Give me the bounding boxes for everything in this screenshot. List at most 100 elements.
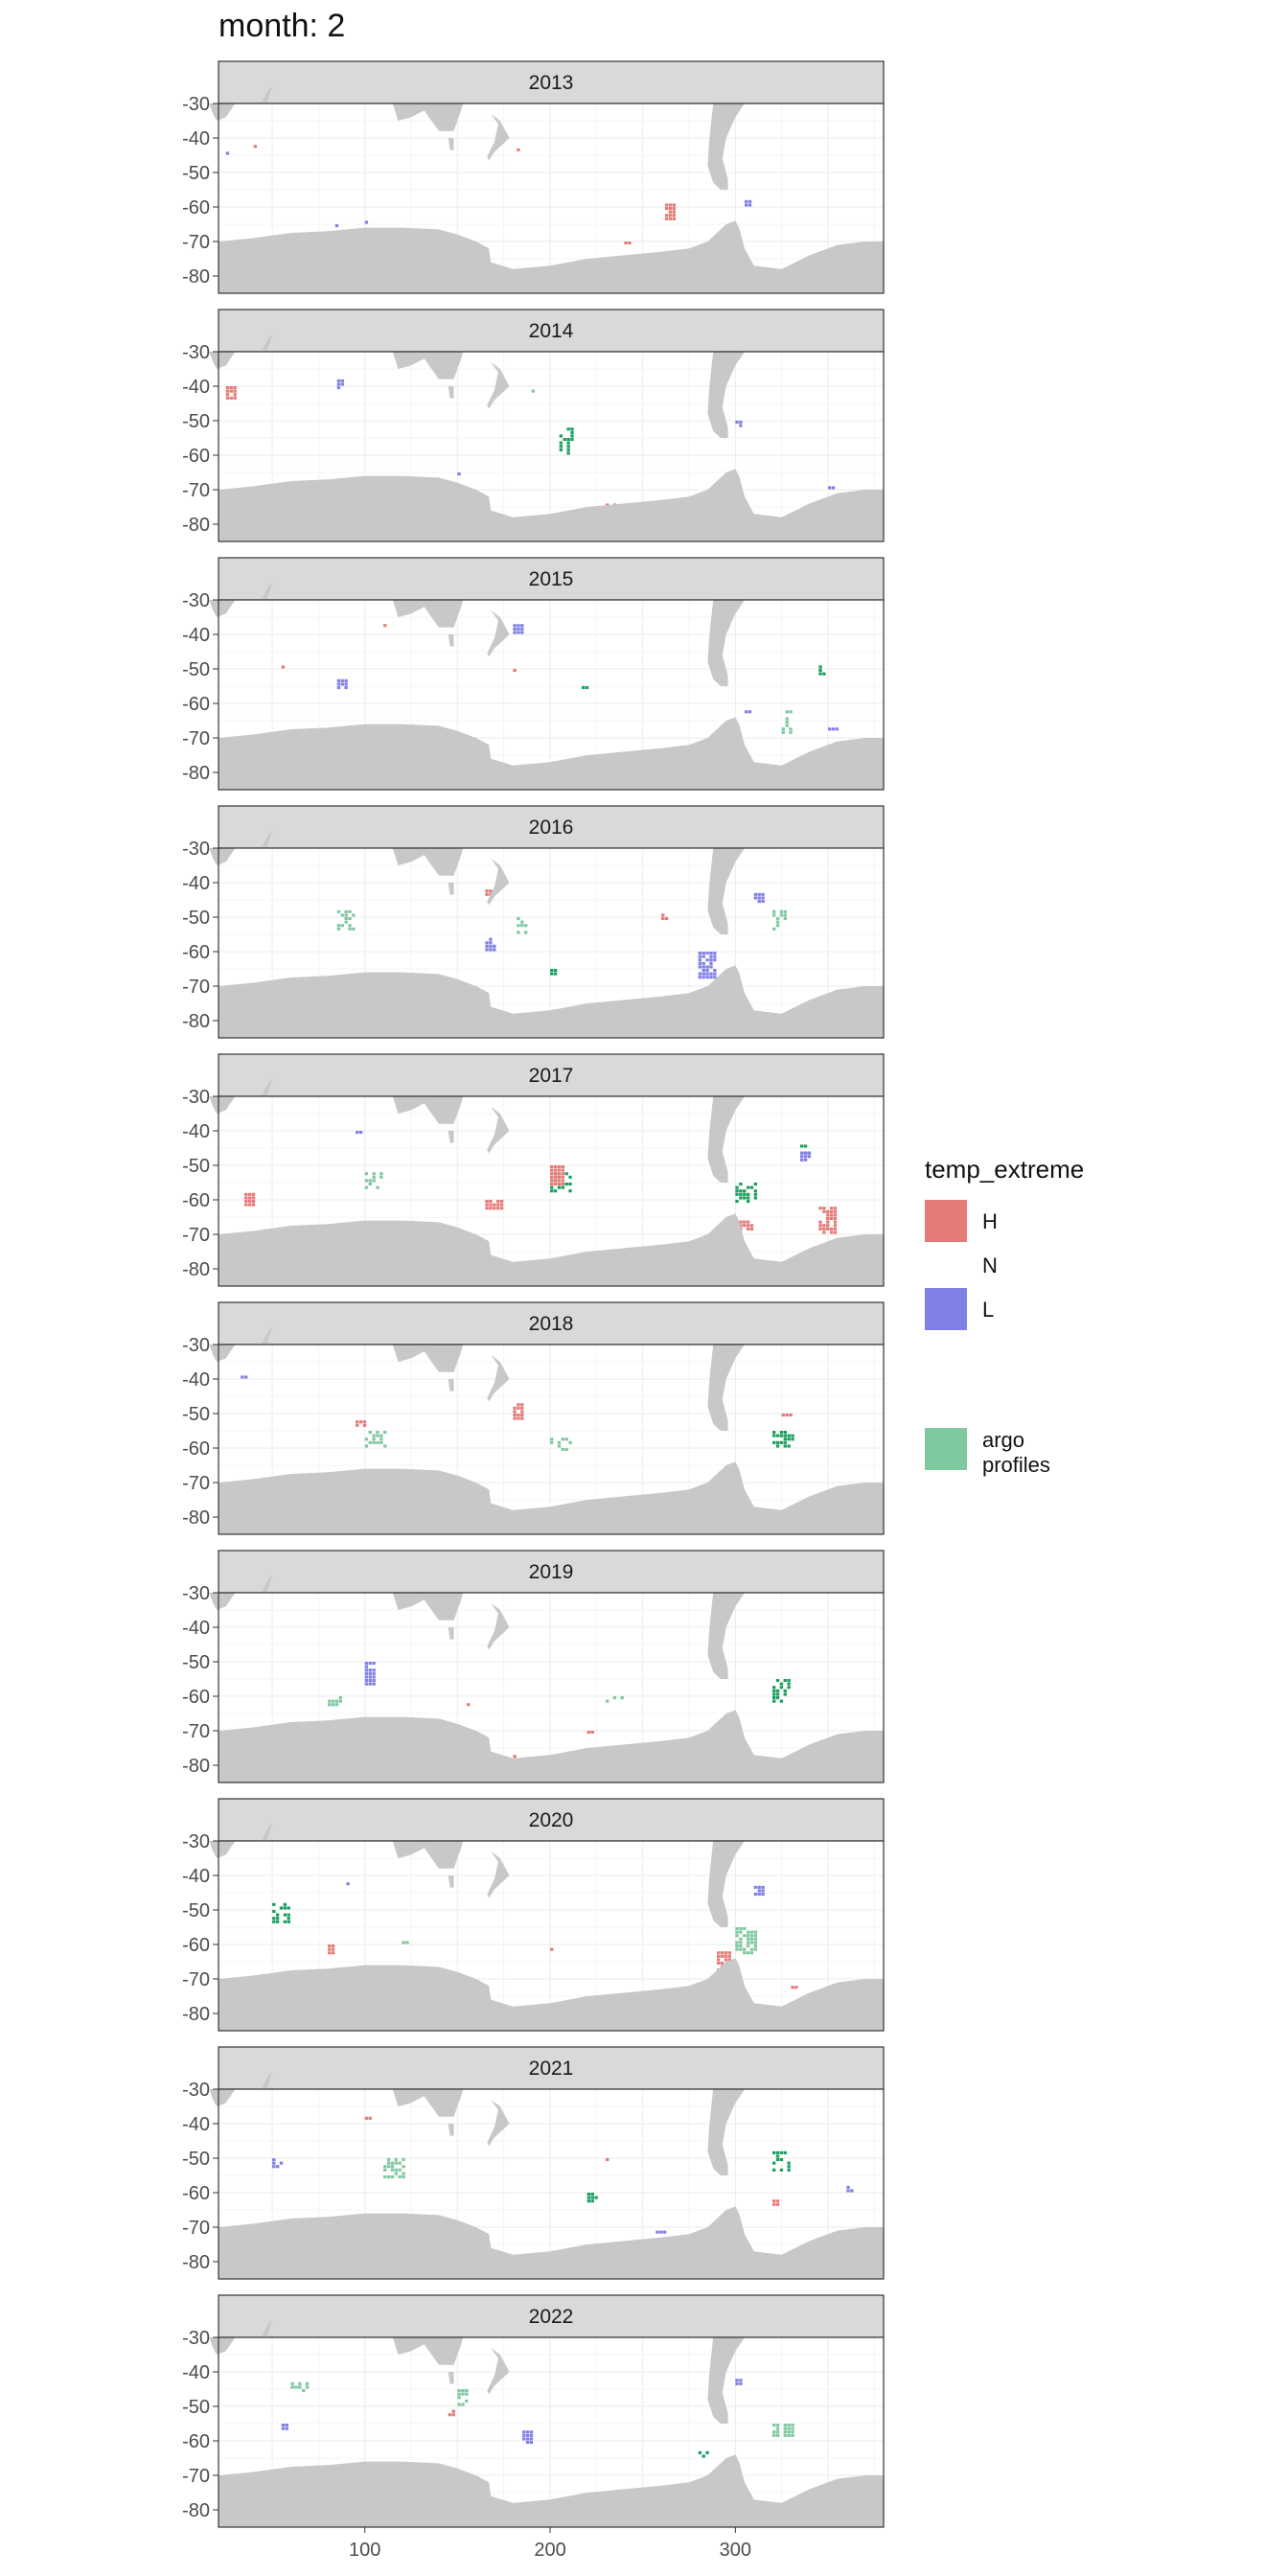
temp-extreme-h-cell (829, 1213, 834, 1217)
legend-label-argo: argo profiles (982, 1428, 1050, 1477)
y-tick-label: -60 (182, 694, 210, 715)
temp-extreme-l-cell (748, 199, 752, 203)
argo-cell (550, 972, 554, 976)
temp-extreme-l-cell (275, 2165, 280, 2169)
temp-extreme-l-cell (336, 382, 341, 386)
facet-strip (218, 309, 885, 353)
facet-strip (218, 557, 885, 601)
argo-cell (344, 917, 348, 921)
temp-extreme-h-cell (520, 1416, 524, 1420)
temp-extreme-h-cell (550, 1172, 554, 1176)
y-tick-label: -50 (182, 2149, 210, 2170)
facet-strip-label: 2014 (529, 320, 574, 342)
legend-key-l (925, 1288, 967, 1330)
argo-cell (566, 448, 570, 451)
panel-border (218, 1095, 885, 1287)
argo-cell (386, 2161, 391, 2165)
land-mass (218, 2454, 884, 2527)
y-tick-label: -40 (182, 128, 210, 150)
temp-extreme-h-cell (743, 1220, 747, 1224)
land-mass (448, 2372, 454, 2384)
argo-cell (561, 1185, 564, 1189)
temp-extreme-l-cell (457, 472, 461, 476)
temp-extreme-h-cell (244, 1203, 248, 1207)
temp-extreme-l-cell (485, 941, 489, 945)
temp-extreme-h-cell (331, 1947, 335, 1951)
argo-cell (563, 438, 566, 442)
argo-cell (283, 1902, 288, 1906)
temp-extreme-h-cell (225, 396, 230, 400)
argo-cell (386, 2165, 391, 2169)
temp-extreme-h-cell (661, 913, 665, 917)
argo-cell (585, 686, 589, 690)
facet-strip-label: 2022 (529, 2306, 574, 2328)
temp-extreme-l-cell (828, 727, 832, 731)
argo-cell (783, 1692, 787, 1696)
argo-cell (372, 1438, 376, 1441)
argo-cell (705, 2450, 709, 2454)
argo-cell (735, 1930, 739, 1934)
temp-extreme-l-cell (485, 948, 489, 952)
temp-extreme-l-cell (517, 631, 520, 634)
y-tick-label: -80 (182, 1756, 210, 1777)
land-mass (392, 600, 464, 628)
argo-cell (739, 1189, 743, 1193)
argo-cell (783, 1431, 787, 1435)
temp-extreme-l-cell (493, 948, 496, 952)
argo-cell (344, 920, 348, 924)
temp-extreme-h-cell (513, 1416, 517, 1420)
temp-extreme-h-cell (664, 207, 669, 211)
argo-cell (772, 2161, 776, 2165)
argo-cell (775, 1434, 780, 1438)
temp-extreme-l-cell (698, 958, 702, 962)
temp-extreme-h-cell (775, 2199, 780, 2203)
temp-extreme-l-cell (807, 1151, 812, 1155)
temp-extreme-l-cell (753, 892, 758, 896)
argo-cell (376, 1434, 380, 1438)
argo-cell (781, 727, 786, 731)
land-mass (392, 1345, 464, 1372)
temp-extreme-l-cell (520, 624, 524, 628)
temp-extreme-h-cell (513, 1414, 517, 1417)
argo-cell (772, 913, 776, 917)
argo-cell (594, 2196, 598, 2199)
temp-extreme-h-cell (489, 1200, 493, 1204)
temp-extreme-h-cell (590, 1731, 594, 1735)
argo-cell (749, 1941, 754, 1944)
temp-extreme-h-cell (233, 389, 237, 393)
temp-extreme-h-cell (362, 1423, 367, 1427)
facet-strip (218, 1550, 885, 1594)
land-mass (448, 1131, 454, 1143)
argo-cell (746, 1951, 750, 1955)
temp-extreme-l-cell (702, 976, 705, 979)
temp-extreme-l-cell (281, 2424, 286, 2427)
argo-cell (698, 2450, 702, 2454)
y-tick-label: -30 (182, 2080, 210, 2101)
facet-strip-label: 2018 (529, 1313, 574, 1335)
land-mass (392, 104, 464, 131)
argo-cell (331, 1699, 335, 1703)
facet-panel-2017: 2017 -30 -40 -50 -60 -70 -80 (182, 1053, 885, 1287)
argo-cell (561, 1448, 564, 1452)
temp-extreme-l-cell (241, 1375, 244, 1379)
argo-cell (772, 2430, 776, 2434)
facet-strip (218, 2046, 885, 2090)
temp-extreme-h-cell (561, 1183, 564, 1186)
argo-cell (746, 1941, 750, 1944)
argo-cell (735, 1947, 739, 1951)
argo-cell (822, 672, 826, 676)
argo-cell (739, 1941, 743, 1944)
temp-extreme-l-cell (489, 937, 493, 941)
argo-cell (328, 1703, 332, 1707)
argo-cell (787, 2168, 791, 2172)
temp-extreme-h-cell (557, 1172, 562, 1176)
temp-extreme-h-cell (624, 242, 628, 245)
argo-cell (787, 1444, 791, 1448)
x-tick-label: 200 (534, 2540, 565, 2561)
temp-extreme-h-cell (826, 1217, 830, 1221)
temp-extreme-l-cell (493, 944, 496, 948)
argo-cell (553, 972, 558, 976)
temp-extreme-l-cell (745, 710, 748, 714)
argo-cell (520, 924, 524, 928)
temp-extreme-h-cell (331, 1951, 335, 1955)
